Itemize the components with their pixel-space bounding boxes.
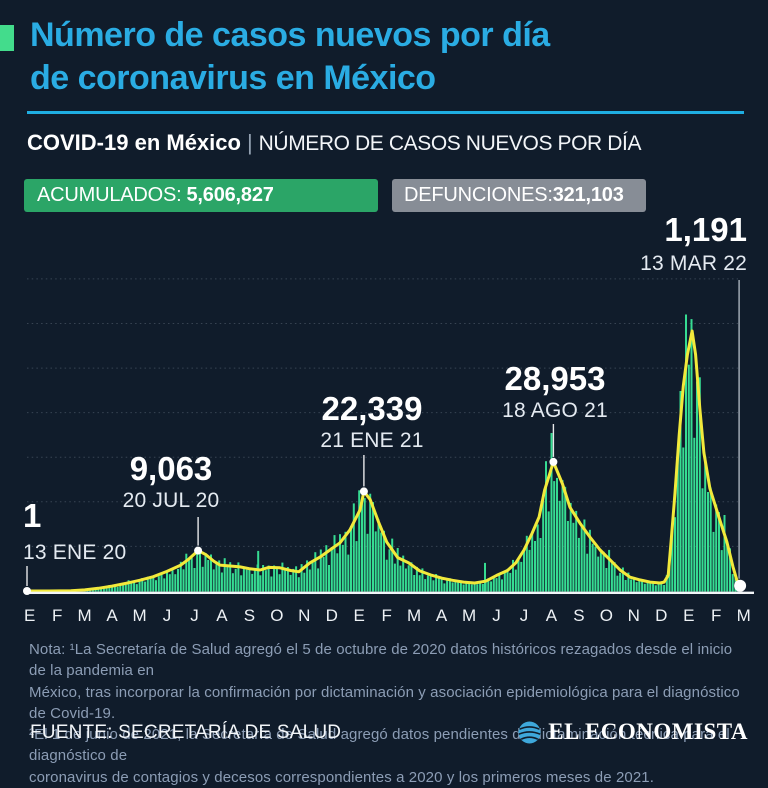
page-title: Número de casos nuevos por día de corona… — [30, 14, 550, 100]
x-axis-label: M — [736, 606, 751, 625]
x-axis-label: D — [655, 606, 668, 625]
annotation-value: 1,191 — [664, 211, 747, 248]
deaths-label: DEFUNCIONES: — [404, 184, 553, 206]
title-divider — [27, 111, 744, 114]
x-axis-label: F — [51, 606, 63, 625]
el-economista-globe-icon — [518, 721, 541, 743]
annotation-value: 9,063 — [129, 450, 213, 487]
x-axis-label: A — [435, 606, 448, 625]
x-axis-label: E — [683, 606, 695, 625]
accumulated-cases-badge: ACUMULADOS: 5,606,827 — [24, 179, 378, 212]
deaths-badge: DEFUNCIONES: 321,103 — [392, 179, 646, 212]
peak-annotation: 22,339 21 ENE 21 — [320, 392, 423, 453]
x-axis-label: M — [77, 606, 92, 625]
x-axis-label: J — [492, 606, 501, 625]
x-axis-label: A — [545, 606, 558, 625]
x-axis-label: D — [325, 606, 338, 625]
accumulated-value: 5,606,827 — [186, 184, 274, 206]
annotation-date: 21 ENE 21 — [320, 429, 424, 452]
x-axis-label: O — [599, 606, 613, 625]
peak-annotation: 28,953 18 AGO 21 — [502, 362, 608, 423]
footnote: Nota: ¹La Secretaría de Salud agregó el … — [29, 641, 740, 786]
x-axis-label: S — [573, 606, 585, 625]
x-axis-label: A — [106, 606, 118, 625]
x-axis-label: O — [270, 606, 284, 625]
x-axis-label: E — [24, 606, 36, 625]
x-axis-label: N — [298, 606, 311, 625]
page-title-line2: de coronavirus en México — [30, 59, 436, 97]
x-axis-label: M — [407, 606, 422, 625]
brand-logo: EL ECONOMISTA — [518, 719, 748, 745]
x-axis-label: J — [162, 606, 172, 625]
peak-annotation: 1 13 ENE 20 — [23, 499, 126, 565]
annotation-value: 28,953 — [504, 360, 606, 397]
x-axis-label: M — [132, 606, 147, 625]
deaths-value: 321,103 — [552, 184, 624, 206]
x-axis-label: F — [710, 606, 722, 625]
annotation-date: 18 AGO 21 — [502, 399, 608, 422]
annotation-date: 13 ENE 20 — [23, 541, 127, 564]
page-title-line1: Número de casos nuevos por día — [30, 16, 550, 54]
subtitle-separator: | — [246, 130, 253, 155]
accumulated-label: ACUMULADOS: — [37, 184, 182, 206]
annotation-value: 22,339 — [321, 390, 423, 427]
subtitle-description: NÚMERO DE CASOS NUEVOS POR DÍA — [258, 132, 642, 155]
x-axis-label: M — [461, 606, 477, 625]
chart-subtitle: COVID-19 en México | NÚMERO DE CASOS NUEVO… — [27, 130, 641, 156]
covid-cases-chart — [23, 278, 754, 595]
x-axis-label: A — [216, 606, 228, 625]
x-axis-label: E — [353, 606, 365, 625]
annotation-value: 1 — [23, 497, 42, 534]
x-axis-label: N — [627, 606, 640, 625]
x-axis-label: J — [519, 606, 529, 625]
x-axis-label: J — [190, 606, 199, 625]
peak-annotation: 9,063 20 JUL 20 — [123, 452, 220, 513]
x-axis-label: F — [381, 606, 392, 625]
brand-name: EL ECONOMISTA — [548, 719, 748, 744]
annotation-date: 20 JUL 20 — [122, 489, 220, 512]
x-axis-label: S — [243, 606, 256, 625]
source-credit: FUENTE: SECRETARÍA DE SALUD — [30, 722, 342, 743]
subtitle-topic: COVID-19 en México — [27, 130, 241, 155]
annotation-date: 13 MAR 22 — [640, 252, 747, 275]
accent-square — [0, 25, 14, 51]
peak-annotation: 1,191 13 MAR 22 — [640, 213, 747, 276]
